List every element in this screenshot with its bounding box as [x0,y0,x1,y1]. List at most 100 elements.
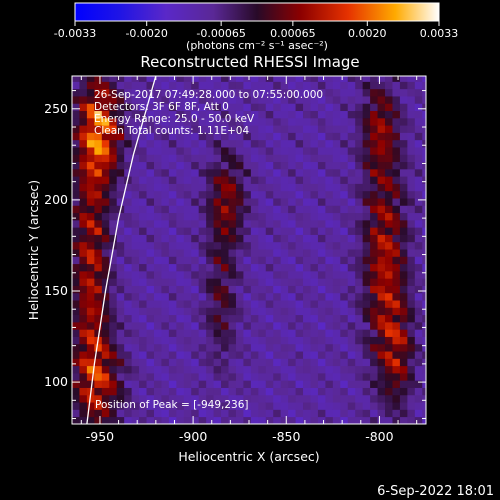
heatmap-cell [191,270,200,279]
heatmap-cell [347,219,356,228]
heatmap-cell [109,154,118,163]
heatmap-cell [288,132,296,141]
heatmap-cell [116,321,125,330]
heatmap-cell [243,387,252,396]
heatmap-cell [131,387,140,396]
heatmap-cell [347,227,356,235]
heatmap-cell [407,132,416,141]
heatmap-cell [146,402,155,410]
heatmap-cell [109,278,118,286]
heatmap-cell [295,139,304,148]
heatmap-cell [139,380,147,388]
heatmap-cell [250,285,259,294]
heatmap-cell [176,292,185,301]
heatmap-cell [362,314,371,323]
heatmap-cell [355,249,364,257]
heatmap-cell [347,125,356,133]
heatmap-cell [86,147,95,155]
heatmap-cell [317,88,326,97]
heatmap-cell [332,198,341,206]
heatmap-cell [183,387,192,396]
heatmap-cell [198,168,207,177]
heatmap-cell [265,321,274,330]
heatmap-cell [332,416,341,424]
heatmap-cell [303,256,311,265]
heatmap-cell [414,285,423,294]
heatmap-cell [161,168,170,177]
heatmap-cell [86,314,95,323]
heatmap-cell [176,110,185,119]
heatmap-cell [250,256,259,265]
heatmap-cell [265,219,274,228]
heatmap-cell [213,125,222,133]
heatmap-cell [161,402,170,410]
heatmap-cell [265,372,274,381]
heatmap-cell [422,321,426,330]
heatmap-cell [258,278,267,286]
heatmap-cell [414,227,423,235]
heatmap-cell [310,88,319,97]
heatmap-cell [317,372,326,381]
heatmap-cell [303,219,311,228]
heatmap-cell [94,394,103,403]
heatmap-cell [273,76,282,82]
heatmap-cell [72,416,80,424]
heatmap-cell [213,147,222,155]
heatmap-cell [407,292,416,301]
heatmap-cell [377,387,386,396]
heatmap-cell [213,307,222,316]
heatmap-cell [235,183,244,192]
heatmap-cell [265,212,274,221]
heatmap-cell [183,336,192,345]
heatmap-cell [139,88,147,97]
heatmap-cell [206,132,214,141]
heatmap-cell [310,307,319,316]
heatmap-cell [399,329,408,337]
heatmap-cell [72,183,80,192]
heatmap-cell [355,139,364,148]
heatmap-cell [198,351,207,359]
heatmap-cell [407,387,416,396]
heatmap-cell [347,241,356,250]
heatmap-cell [362,205,371,214]
heatmap-cell [243,161,252,170]
heatmap-cell [153,249,162,257]
heatmap-cell [213,96,222,104]
heatmap-cell [288,416,296,424]
heatmap-cell [273,263,282,272]
heatmap-cell [221,154,229,163]
heatmap-cell [198,205,207,214]
heatmap-cell [407,300,416,308]
heatmap-cell [198,380,207,388]
heatmap-cell [213,358,222,367]
heatmap-cell [355,263,364,272]
heatmap-cell [206,176,214,184]
heatmap-cell [72,190,80,199]
heatmap-cell [124,343,133,352]
heatmap-cell [385,329,393,337]
heatmap-cell [325,154,334,163]
heatmap-cell [407,256,416,265]
heatmap-cell [139,81,147,90]
heatmap-cell [407,81,416,90]
heatmap-cell [72,358,80,367]
heatmap-cell [72,263,80,272]
heatmap-cell [131,96,140,104]
heatmap-cell [295,372,304,381]
heatmap-cell [146,205,155,214]
heatmap-cell [303,241,311,250]
heatmap-cell [250,387,259,396]
heatmap-cell [79,372,88,381]
heatmap-cell [183,234,192,243]
heatmap-cell [295,88,304,97]
heatmap-cell [131,139,140,148]
heatmap-cell [340,183,349,192]
heatmap-cell [191,329,200,337]
heatmap-cell [280,343,289,352]
heatmap-cell [332,96,341,104]
heatmap-cell [213,161,222,170]
heatmap-cell [422,402,426,410]
heatmap-cell [243,103,252,112]
heatmap-cell [191,256,200,265]
heatmap-cell [362,278,371,286]
